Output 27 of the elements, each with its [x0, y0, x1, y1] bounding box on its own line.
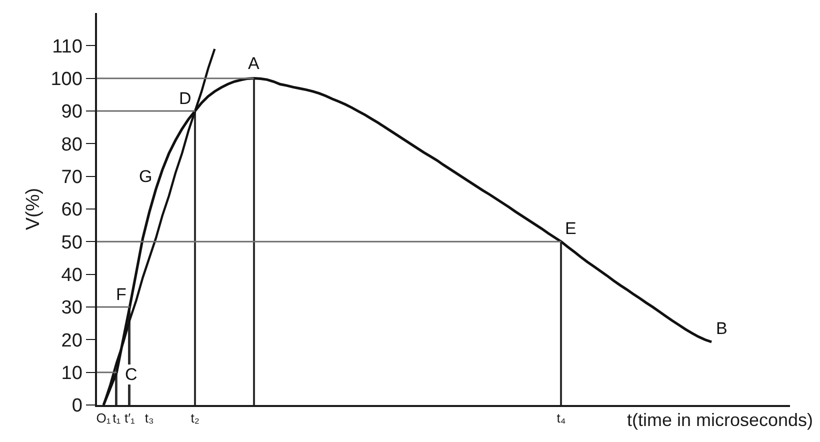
- y-tick-label: 30: [61, 298, 82, 319]
- x-tick-label: t′₁: [124, 410, 136, 426]
- x-tick-label: t₄: [556, 410, 566, 426]
- x-axis-title: t(time in microseconds): [627, 410, 814, 430]
- data-label: B: [716, 319, 728, 338]
- data-label: A: [248, 54, 260, 73]
- y-tick-label: 40: [61, 264, 82, 286]
- y-tick-label: 110: [52, 36, 82, 58]
- x-tick-label: t₁: [112, 410, 122, 426]
- y-tick-label: 50: [61, 232, 82, 254]
- y-axis-title: V(%): [23, 188, 44, 230]
- data-label: G: [139, 167, 152, 186]
- y-tick-label: 70: [61, 166, 82, 188]
- y-tick-label: 20: [61, 330, 82, 352]
- x-tick-label: t₂: [190, 410, 200, 426]
- y-tick-label: 10: [61, 362, 82, 384]
- y-tick-label: 80: [61, 134, 82, 156]
- x-tick-label: t₃: [144, 410, 154, 426]
- data-label: E: [565, 219, 576, 238]
- data-label: F: [116, 285, 126, 304]
- data-label: D: [179, 89, 192, 108]
- y-tick-label: 100: [50, 68, 82, 90]
- x-tick-label: O₁: [96, 410, 112, 426]
- data-label: C: [125, 365, 138, 384]
- y-tick-label: 0: [72, 396, 82, 417]
- y-tick-label: 90: [61, 102, 82, 123]
- y-tick-label: 60: [61, 200, 82, 221]
